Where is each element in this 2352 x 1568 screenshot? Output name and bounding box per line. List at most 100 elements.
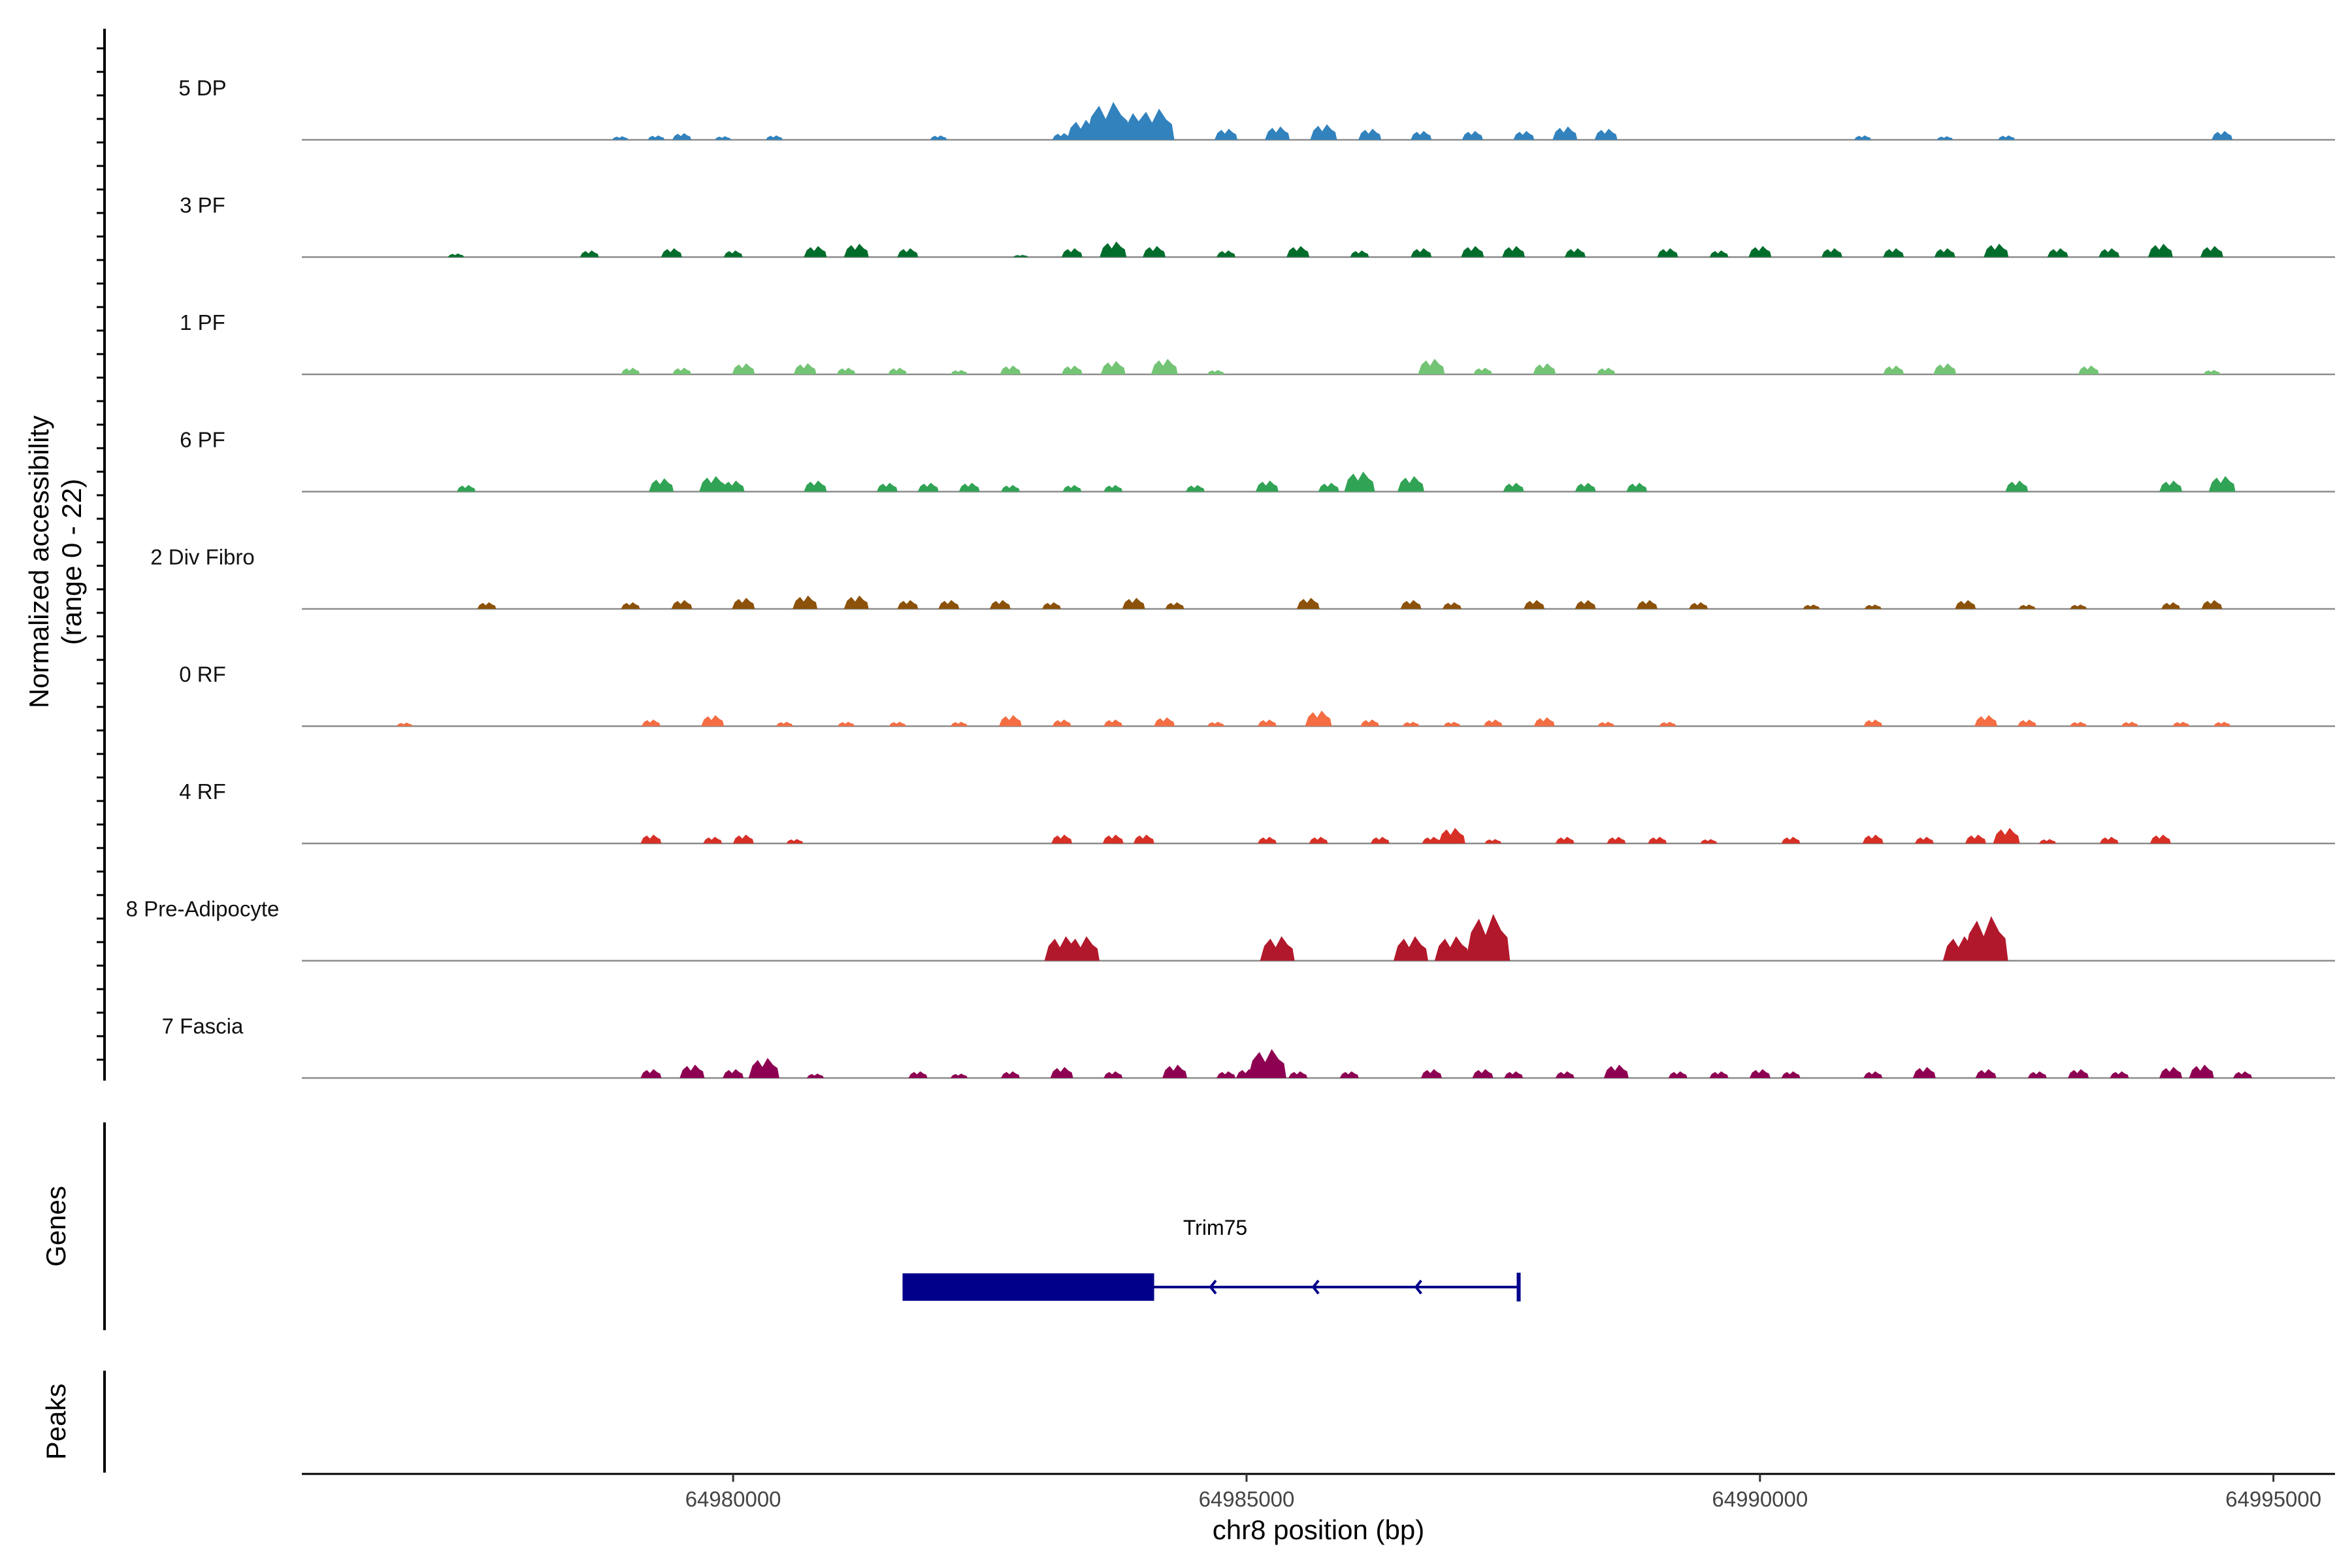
coverage-peak — [1465, 913, 1511, 961]
coverage-peak — [1400, 600, 1422, 609]
coverage-peak — [1993, 828, 2020, 843]
y-axis-title-line1: Normalized accessibility — [24, 416, 54, 708]
coverage-peak — [950, 1073, 968, 1078]
coverage-peak — [876, 482, 898, 492]
coverage-peak — [1402, 721, 1420, 727]
coverage-peak — [1503, 482, 1524, 492]
x-tick-label: 64990000 — [1712, 1487, 1808, 1511]
coverage-peak — [1659, 721, 1676, 727]
coverage-peak — [2172, 721, 2190, 727]
coverage-peak — [1061, 248, 1083, 257]
coverage-peak — [1862, 834, 1884, 843]
coverage-peak — [1803, 604, 1820, 609]
coverage-peak — [1305, 710, 1332, 727]
coverage-peak — [1370, 836, 1390, 843]
coverage-peak — [950, 721, 968, 727]
coverage-peak — [1700, 839, 1718, 843]
coverage-peak — [999, 715, 1022, 727]
coverage-peak — [917, 482, 939, 492]
coverage-peak — [1564, 248, 1586, 257]
coverage-peak — [477, 602, 497, 609]
coverage-peak — [1257, 836, 1277, 843]
coverage-peak — [1001, 485, 1020, 492]
coverage-peak — [1207, 721, 1224, 727]
coverage-peak — [1502, 246, 1526, 257]
coverage-peak — [1162, 1064, 1187, 1078]
coverage-peak — [1883, 248, 1904, 257]
track-label: 4 RF — [179, 779, 226, 804]
coverage-peak — [621, 602, 640, 609]
coverage-peak — [1484, 839, 1502, 843]
coverage-peak — [2047, 248, 2068, 257]
coverage-peak — [1257, 719, 1277, 727]
coverage-peak — [1215, 129, 1237, 140]
x-axis-ticks: 64980000 64985000 64990000 64995000 — [685, 1474, 2321, 1511]
coverage-peak — [908, 1071, 928, 1078]
coverage-peak — [1821, 248, 1842, 257]
coverage-peak — [732, 834, 754, 843]
coverage-peak — [930, 135, 947, 140]
coverage-peak — [843, 244, 869, 257]
coverage-peak — [672, 367, 691, 374]
coverage-peak — [1597, 721, 1615, 727]
coverage-peak — [806, 1073, 824, 1078]
coverage-peak — [1438, 828, 1465, 843]
coverage-peak — [1513, 131, 1535, 140]
coverage-peak — [897, 248, 919, 257]
coverage-peak — [1061, 365, 1083, 374]
coverage-peak — [1339, 1071, 1359, 1078]
coverage-peak — [836, 367, 856, 374]
coverage-peak — [1555, 836, 1575, 843]
coverage-peak — [1100, 241, 1127, 257]
track-5-dp: 5 DP — [178, 76, 2335, 141]
x-tick-label: 64985000 — [1199, 1487, 1295, 1511]
coverage-peak — [989, 600, 1011, 609]
coverage-peak — [641, 719, 661, 727]
genes-axis-title: Genes — [41, 1186, 71, 1267]
coverage-peak — [1781, 1071, 1801, 1078]
genes-panel: Genes Trim75 — [41, 1122, 1521, 1330]
coverage-peak — [1555, 1071, 1575, 1078]
track-label: 5 DP — [178, 76, 226, 100]
coverage-peak — [580, 250, 599, 257]
coverage-peak — [1854, 135, 1871, 140]
coverage-peak — [1411, 248, 1432, 257]
coverage-peak — [1052, 719, 1071, 727]
coverage-peak — [721, 480, 745, 492]
gene-trim75: Trim75 — [902, 1216, 1521, 1301]
track-6-pf: 6 PF — [180, 428, 2335, 493]
coverage-peak — [1974, 715, 1998, 727]
coverage-peak — [1955, 600, 1976, 609]
coverage-peak — [715, 136, 731, 140]
coverage-peak — [457, 485, 476, 492]
gene-strand-arrow — [1414, 1279, 1422, 1295]
coverage-peak — [1397, 476, 1424, 492]
gene-exon-block — [902, 1273, 1154, 1301]
gene-name-label: Trim75 — [1183, 1216, 1247, 1239]
track-1-pf: 1 PF — [180, 310, 2335, 376]
x-axis: 64980000 64985000 64990000 64995000 chr8 po… — [302, 1473, 2335, 1545]
coverage-peak — [1594, 129, 1618, 140]
coverage-peak — [1863, 719, 1883, 727]
track-label: 8 Pre-Adipocyte — [126, 897, 280, 921]
coverage-peak — [1133, 834, 1154, 843]
coverage-peak — [2110, 1071, 2129, 1078]
coverage-peak — [1552, 126, 1578, 140]
coverage-peak — [701, 715, 725, 727]
coverage-peak — [2200, 246, 2223, 257]
coverage-peak — [838, 721, 855, 727]
coverage-peak — [776, 721, 793, 727]
coverage-peak — [1050, 1067, 1073, 1078]
track-label: 6 PF — [180, 428, 225, 452]
coverage-tracks: 5 DP 3 PF 1 PF 6 PF 2 Div Fibro 0 RF 4 RF 8 Pre… — [126, 76, 2335, 1079]
coverage-peak — [679, 1064, 705, 1078]
coverage-peak — [621, 367, 640, 374]
track-4-rf: 4 RF — [179, 779, 2335, 845]
coverage-peak — [1668, 1071, 1688, 1078]
coverage-peak — [2159, 480, 2182, 492]
coverage-peak — [1443, 721, 1461, 727]
track-label: 0 RF — [179, 662, 226, 687]
coverage-peak — [1975, 1069, 1997, 1078]
coverage-peak — [1434, 936, 1469, 961]
coverage-peak — [1504, 1071, 1524, 1078]
